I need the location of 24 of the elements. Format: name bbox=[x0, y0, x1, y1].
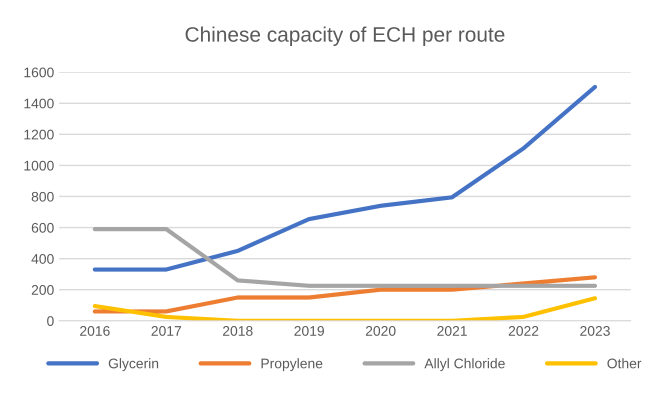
x-tick-label: 2023 bbox=[580, 326, 610, 336]
legend-label: Glycerin bbox=[108, 358, 158, 372]
x-tick-label: 2019 bbox=[294, 326, 324, 336]
legend-label: Allyl Chloride bbox=[424, 358, 505, 372]
x-tick-label: 2017 bbox=[152, 326, 182, 336]
x-tick-label: 2021 bbox=[437, 326, 467, 336]
y-tick-label: 1200 bbox=[24, 130, 54, 140]
x-tick-label: 2018 bbox=[223, 326, 253, 336]
y-tick-label: 200 bbox=[32, 285, 54, 295]
line-series bbox=[92, 296, 598, 321]
y-tick-label: 1400 bbox=[24, 98, 54, 108]
y-tick-label: 600 bbox=[32, 222, 54, 233]
x-tick-label: 2020 bbox=[366, 326, 396, 336]
y-tick-label: 0 bbox=[47, 316, 54, 326]
y-tick-label: 1000 bbox=[24, 160, 54, 171]
y-tick-label: 800 bbox=[32, 192, 54, 202]
x-tick-label: 2016 bbox=[80, 326, 110, 336]
legend-label: Propylene bbox=[262, 358, 322, 372]
y-tick-label: 400 bbox=[31, 254, 54, 264]
y-tick-label: 1600 bbox=[24, 68, 54, 78]
x-tick-label: 2022 bbox=[508, 326, 538, 336]
chart-title: Chinese capacity of ECH per route bbox=[186, 26, 504, 46]
legend-label: Other bbox=[607, 358, 642, 368]
line-series bbox=[92, 84, 598, 272]
